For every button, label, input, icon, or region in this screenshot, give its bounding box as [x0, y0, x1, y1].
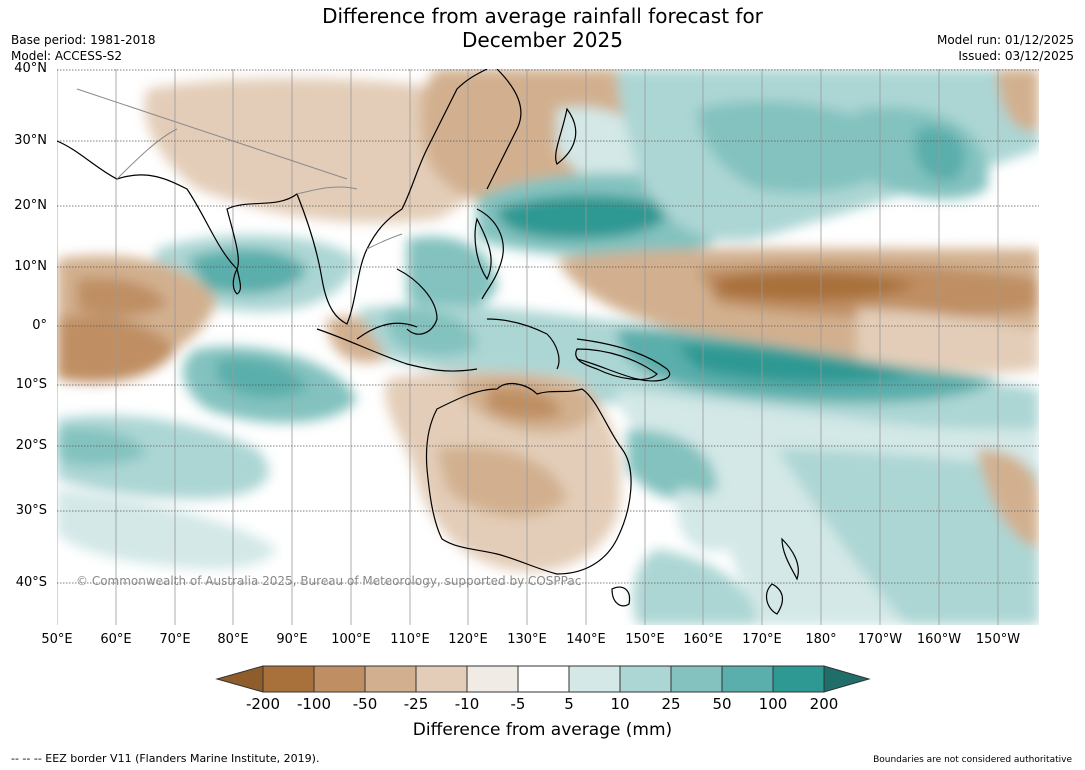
colorbar-segment: [262, 665, 315, 693]
lon-label: 90°E: [276, 632, 308, 647]
map-svg: [57, 69, 1039, 625]
colorbar-tick-label: -200: [245, 695, 281, 713]
title-line-2: December 2025: [462, 28, 623, 52]
lat-label: 40°S: [15, 575, 47, 590]
lon-label: 140°E: [566, 632, 606, 647]
colorbar-tick-label: 50: [712, 695, 732, 713]
lon-label: 120°E: [448, 632, 488, 647]
lat-label: 0°: [32, 318, 47, 333]
colorbar-tick-label: -100: [296, 695, 332, 713]
colorbar-title: Difference from average (mm): [412, 720, 673, 740]
colorbar-segment: [313, 665, 366, 693]
title-line-1: Difference from average rainfall forecas…: [322, 4, 763, 28]
colorbar-segment: [619, 665, 672, 693]
lon-label: 80°E: [217, 632, 249, 647]
colorbar-segment: [568, 665, 621, 693]
eez-footnote: -- -- -- EEZ border V11 (Flanders Marine…: [11, 752, 320, 765]
lat-label: 20°N: [14, 198, 47, 213]
colorbar-segment: [721, 665, 774, 693]
model-run: Model run: 01/12/2025: [936, 33, 1074, 47]
issued-date: Issued: 03/12/2025: [958, 49, 1074, 63]
run-info: Model run: 01/12/2025 Issued: 03/12/2025: [937, 32, 1074, 64]
lon-label: 110°E: [390, 632, 430, 647]
colorbar-arrow-left: [215, 665, 264, 693]
copyright-notice: © Commonwealth of Australia 2025, Bureau…: [76, 574, 582, 588]
colorbar-segment: [364, 665, 417, 693]
colorbar-segment: [466, 665, 519, 693]
colorbar-segment: [517, 665, 570, 693]
map-title: Difference from average rainfall forecas…: [0, 4, 1085, 52]
model-name: Model: ACCESS-S2: [11, 49, 123, 63]
colorbar-tick-label: -5: [510, 695, 526, 713]
coastlines: [57, 69, 799, 615]
lon-label: 70°E: [159, 632, 191, 647]
colorbar-arrow-right: [823, 665, 871, 693]
lat-label: 30°N: [14, 133, 47, 148]
lat-label: 20°S: [15, 438, 47, 453]
borders: [76, 88, 403, 250]
lon-label: 160°W: [916, 632, 962, 647]
lon-label: 50°E: [41, 632, 73, 647]
colorbar-tick-label: 10: [610, 695, 630, 713]
lat-label: 40°N: [14, 61, 47, 76]
lon-label: 130°E: [507, 632, 547, 647]
colorbar: [215, 665, 871, 693]
lat-label: 10°S: [15, 377, 47, 392]
lon-label: 170°E: [742, 632, 782, 647]
colorbar-tick-label: -10: [454, 695, 480, 713]
rainfall-map: [57, 69, 1039, 625]
colorbar-tick-label: -50: [352, 695, 378, 713]
boundaries-disclaimer: Boundaries are not considered authoritat…: [873, 755, 1072, 765]
lon-label: 150°E: [625, 632, 665, 647]
lon-label: 100°E: [331, 632, 371, 647]
colorbar-tick-label: 200: [809, 695, 839, 713]
colorbar-tick-label: 100: [758, 695, 788, 713]
colorbar-tick-label: 5: [564, 695, 574, 713]
base-info: Base period: 1981-2018 Model: ACCESS-S2: [11, 32, 156, 64]
lat-label: 30°S: [15, 503, 47, 518]
lon-label: 150°W: [975, 632, 1021, 647]
lon-label: 60°E: [100, 632, 132, 647]
lon-label: 160°E: [683, 632, 723, 647]
colorbar-tick-label: -25: [403, 695, 429, 713]
anomaly-field: [57, 69, 1039, 625]
lon-label: 180°: [805, 632, 837, 647]
lon-label: 170°W: [857, 632, 903, 647]
graticule: [57, 69, 999, 625]
lat-label: 10°N: [14, 259, 47, 274]
base-period: Base period: 1981-2018: [11, 33, 156, 47]
colorbar-segment: [415, 665, 468, 693]
colorbar-segment: [772, 665, 825, 693]
colorbar-tick-label: 25: [661, 695, 681, 713]
colorbar-segment: [670, 665, 723, 693]
